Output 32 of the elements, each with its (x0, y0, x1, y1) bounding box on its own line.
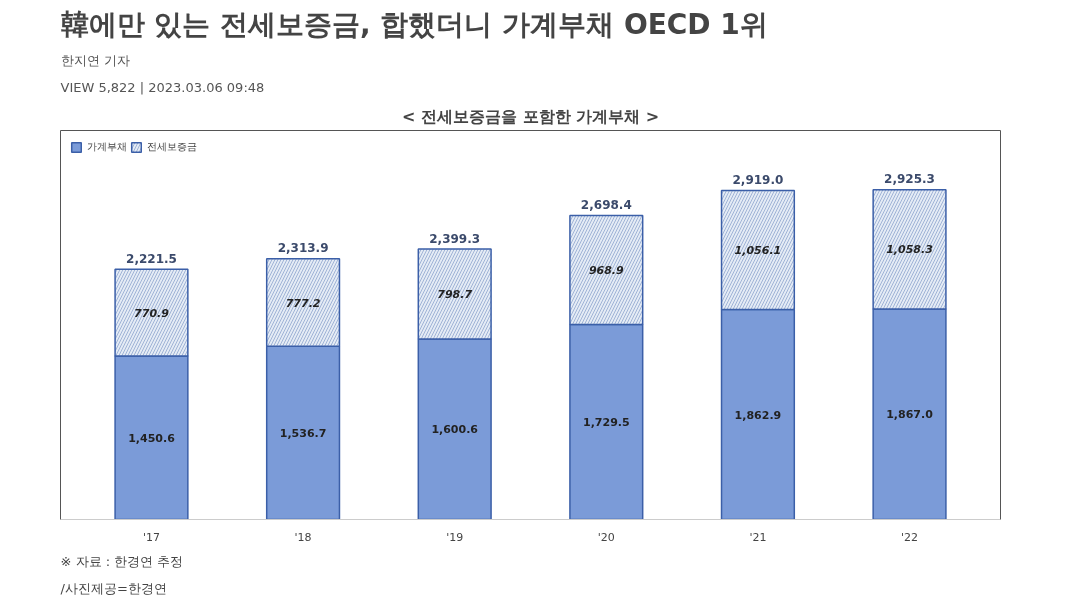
chart-title: 韓에만 있는 전세보증금, 합했더니 가계부채 OECD 1위 (60, 7, 768, 41)
data-label: 1,058.3 (886, 243, 934, 257)
legend-label: 가계부채 (87, 140, 127, 154)
total-label: 2,919.0 (732, 172, 784, 187)
data-label: 777.2 (285, 296, 321, 310)
data-label: 770.9 (134, 306, 170, 320)
data-label: 1,600.6 (431, 423, 479, 437)
data-label: 1,862.9 (734, 408, 782, 422)
legend-label: 전세보증금 (147, 140, 197, 154)
chart-subtitle: < 전세보증금을 포함한 가계부채 > (401, 106, 660, 126)
data-label: 798.7 (437, 288, 473, 302)
text: ※ 자료 : 한경연 추정 (60, 553, 184, 569)
total-label: 2,925.3 (884, 172, 935, 187)
total-label: 2,221.5 (126, 251, 177, 266)
data-label: 1,536.7 (279, 426, 327, 440)
x-tick-label: '18 (294, 530, 312, 544)
total-label: 2,698.4 (580, 197, 632, 212)
data-label: 1,056.1 (734, 244, 782, 258)
data-label: 1,867.0 (886, 408, 934, 422)
x-tick-label: '20 (597, 530, 615, 544)
text: /사진제공=한경연 (60, 580, 167, 596)
data-label: 1,729.5 (582, 416, 630, 430)
x-tick-label: '19 (446, 530, 464, 544)
total-label: 2,313.9 (277, 241, 329, 256)
data-label: 1,450.6 (128, 431, 176, 445)
text: 한지연 기자 (60, 52, 130, 68)
x-tick-label: '21 (749, 530, 767, 544)
x-tick-label: '22 (901, 530, 919, 544)
x-tick-label: '17 (142, 530, 160, 544)
text: VIEW 5,822 | 2023.03.06 09:48 (60, 79, 265, 95)
total-label: 2,399.3 (429, 231, 481, 246)
data-label: 968.9 (588, 264, 625, 277)
